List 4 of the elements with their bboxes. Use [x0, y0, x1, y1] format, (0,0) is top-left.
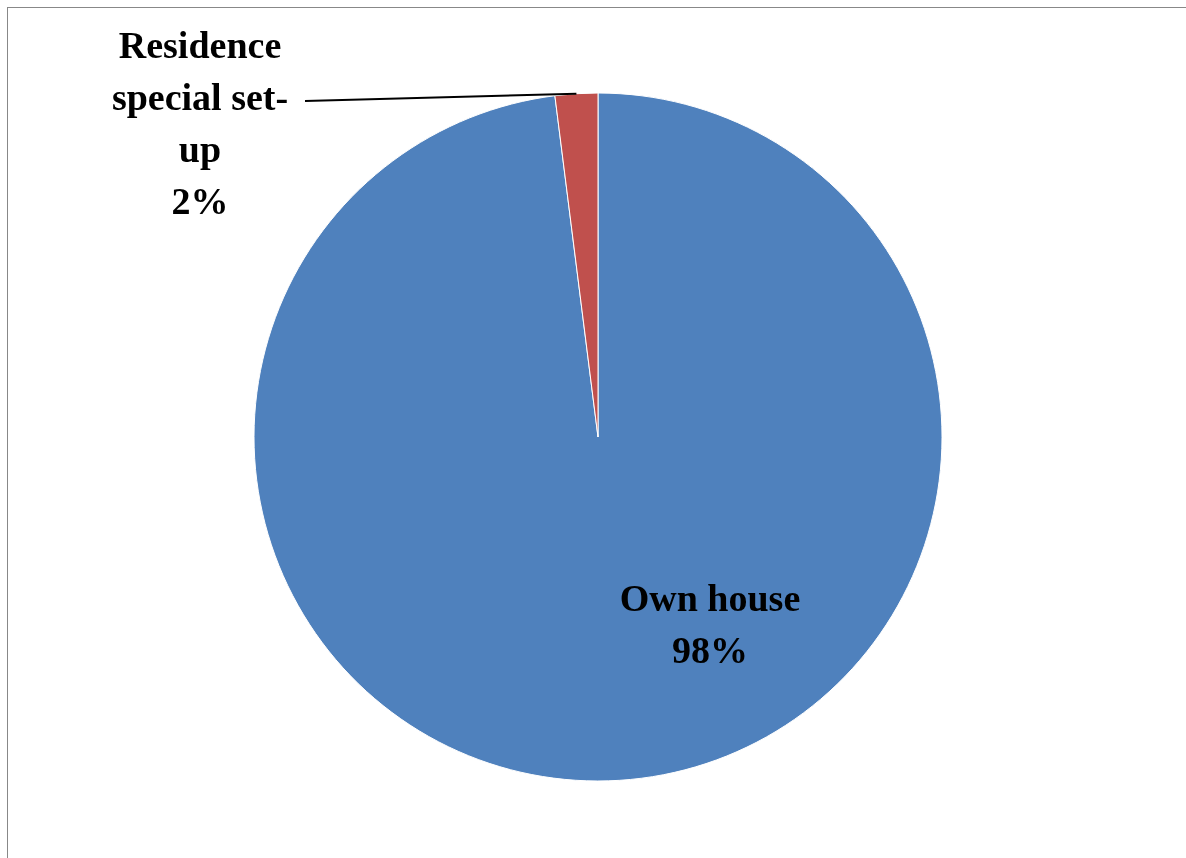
- slice-label: Own house: [619, 577, 801, 619]
- data-label: 98%: [672, 629, 748, 671]
- slice-label: Residence special set-up: [111, 24, 289, 170]
- data-label: 2%: [171, 180, 229, 222]
